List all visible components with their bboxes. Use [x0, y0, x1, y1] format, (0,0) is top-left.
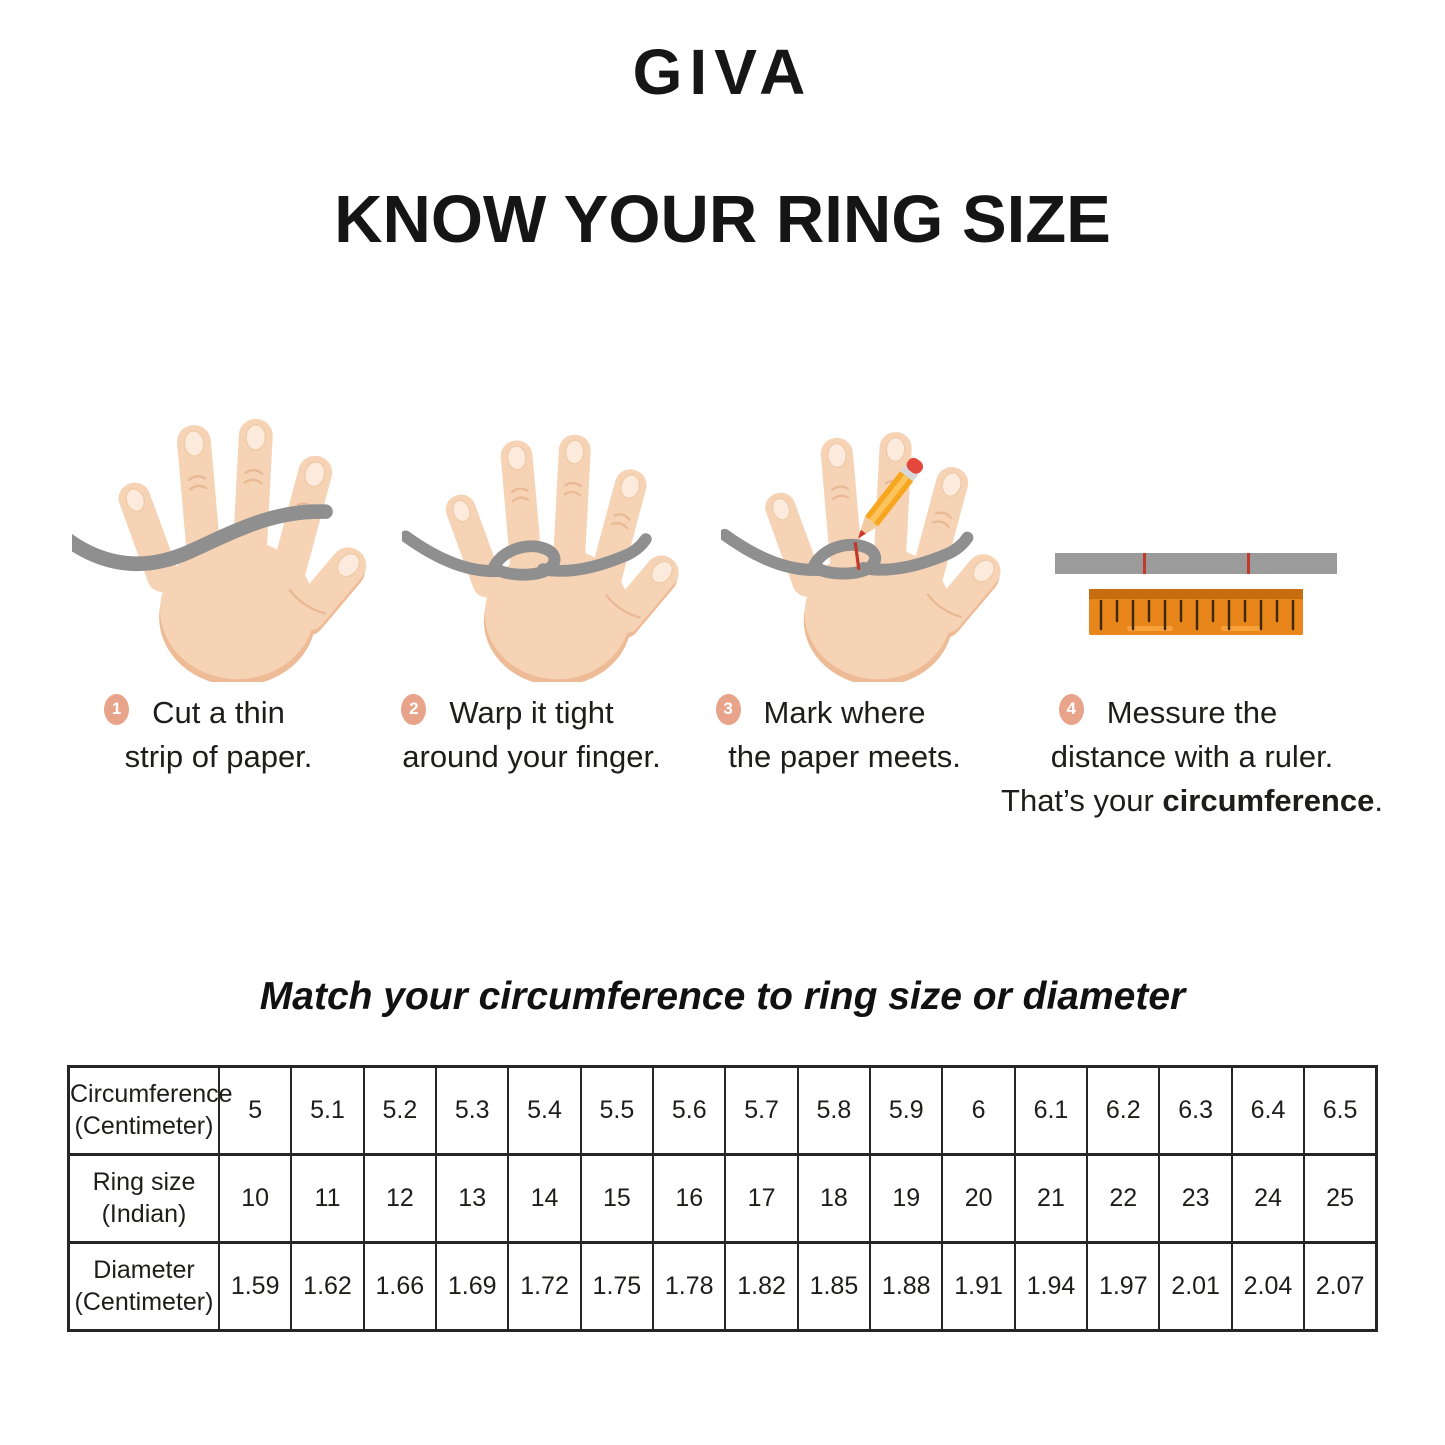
table-cell: 21 — [1013, 1153, 1089, 1244]
table-cell: 1.88 — [869, 1241, 944, 1332]
row-header-circumference: Circumference (Centimeter) — [67, 1065, 233, 1156]
table-cell: 10 — [217, 1153, 293, 1244]
table-cell: 1.72 — [507, 1241, 582, 1332]
table-cell: 18 — [796, 1153, 872, 1244]
table-cell: 1.82 — [724, 1241, 799, 1332]
table-cell: 6.1 — [1013, 1065, 1089, 1156]
table-cell: 22 — [1086, 1153, 1161, 1244]
table-cell: 11 — [290, 1153, 365, 1244]
table-cell: 6.5 — [1303, 1065, 1378, 1156]
table-cell: 5.3 — [435, 1065, 510, 1156]
hand-with-paper-strip-illustration — [72, 381, 372, 683]
step-3-number-badge: 3 — [715, 694, 741, 725]
illustration-row — [0, 381, 1445, 683]
table-cell: 1.85 — [796, 1241, 872, 1332]
page-title: KNOW YOUR RING SIZE — [334, 182, 1111, 257]
step-2-text-line1: Warp it tight — [449, 695, 614, 730]
table-cell: 6.3 — [1158, 1065, 1233, 1156]
table-cell: 1.94 — [1013, 1241, 1089, 1332]
table-row-ring-size: Ring size (Indian) 10 11 12 13 14 15 16 1… — [67, 1153, 1378, 1244]
step-4-text-line1: Messure the — [1106, 695, 1278, 730]
table-cell: 12 — [362, 1153, 438, 1244]
table-cell: 6.2 — [1086, 1065, 1161, 1156]
table-cell: 13 — [435, 1153, 510, 1244]
table-row-diameter: Diameter (Centimeter) 1.59 1.62 1.66 1.69… — [67, 1241, 1378, 1332]
step-4-text-line3: That’s your circumference. — [1001, 783, 1383, 819]
illustration-hand-strip — [62, 381, 383, 683]
step-2: 2 Warp it tight around your finger. — [375, 691, 688, 823]
table-cell: 5.9 — [869, 1065, 944, 1156]
table-cell: 6.4 — [1230, 1065, 1306, 1156]
table-subtitle: Match your circumference to ring size or… — [259, 975, 1186, 1019]
red-mark — [1247, 553, 1251, 574]
step-1-text-line2: strip of paper. — [124, 739, 313, 775]
hand-strip-pencil-illustration — [721, 396, 1006, 683]
step-2-number-badge: 2 — [401, 694, 427, 725]
illustration-ruler — [1024, 545, 1383, 683]
table-cell: 5.1 — [290, 1065, 365, 1156]
table-cell: 2.04 — [1230, 1241, 1306, 1332]
table-cell: 5.4 — [507, 1065, 582, 1156]
row-header-diameter: Diameter (Centimeter) — [67, 1241, 220, 1332]
step-3-text-line2: the paper meets. — [728, 739, 961, 775]
step-4-text-line2: distance with a ruler. — [1050, 739, 1334, 775]
table-row-circumference: Circumference (Centimeter) 5 5.1 5.2 5.3 … — [67, 1065, 1378, 1156]
step-1-number-badge: 1 — [104, 694, 130, 725]
table-cell: 16 — [652, 1153, 727, 1244]
table-cell: 2.01 — [1158, 1241, 1233, 1332]
table-cell: 25 — [1303, 1153, 1378, 1244]
table-cell: 1.62 — [290, 1241, 365, 1332]
table-cell: 1.91 — [941, 1241, 1016, 1332]
table-cell: 15 — [579, 1153, 655, 1244]
illustration-hand-mark — [703, 396, 1024, 683]
table-cell: 20 — [941, 1153, 1016, 1244]
table-cell: 5 — [217, 1065, 293, 1156]
table-cell: 1.78 — [652, 1241, 727, 1332]
illustration-hand-wrap — [383, 399, 704, 683]
paper-strip — [721, 528, 974, 580]
table-cell: 17 — [724, 1153, 799, 1244]
red-mark — [1143, 553, 1147, 574]
table-cell: 1.66 — [362, 1241, 438, 1332]
giva-logo: GIVA — [632, 36, 813, 108]
red-mark — [853, 542, 861, 571]
table-cell: 14 — [507, 1153, 582, 1244]
paper-strip — [401, 530, 652, 581]
paper-strip — [1055, 553, 1338, 574]
table-cell: 1.59 — [217, 1241, 293, 1332]
step-2-text-line2: around your finger. — [402, 739, 661, 775]
table-cell: 23 — [1158, 1153, 1233, 1244]
step-4-number-badge: 4 — [1058, 694, 1084, 725]
table-cell: 1.69 — [435, 1241, 510, 1332]
ruler-icon — [1089, 589, 1304, 635]
table-cell: 5.5 — [579, 1065, 655, 1156]
table-cell: 5.2 — [362, 1065, 438, 1156]
table-cell: 6 — [941, 1065, 1016, 1156]
step-3-text-line1: Mark where — [763, 695, 926, 730]
table-cell: 5.7 — [724, 1065, 799, 1156]
step-1: 1 Cut a thin strip of paper. — [62, 691, 375, 823]
table-cell: 19 — [869, 1153, 944, 1244]
row-header-ring-size: Ring size (Indian) — [67, 1153, 220, 1244]
table-cell: 1.97 — [1086, 1241, 1161, 1332]
table-cell: 2.07 — [1303, 1241, 1378, 1332]
paper-strip — [72, 504, 334, 571]
step-1-text-line1: Cut a thin — [152, 695, 285, 730]
ring-size-table: Circumference (Centimeter) 5 5.1 5.2 5.3 … — [67, 1065, 1378, 1333]
table-cell: 5.6 — [652, 1065, 727, 1156]
table-cell: 1.75 — [579, 1241, 655, 1332]
step-instructions: 1 Cut a thin strip of paper. 2 Warp it t… — [0, 691, 1445, 823]
step-3: 3 Mark where the paper meets. — [688, 691, 1001, 823]
table-cell: 24 — [1230, 1153, 1306, 1244]
hand-strip-wrapped-illustration — [401, 399, 684, 683]
step-4: 4 Messure the distance with a ruler. Tha… — [1001, 691, 1383, 823]
strip-and-ruler-illustration — [1055, 553, 1338, 635]
table-cell: 5.8 — [796, 1065, 872, 1156]
